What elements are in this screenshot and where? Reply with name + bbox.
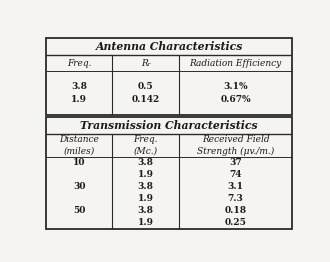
Text: 1.9: 1.9	[138, 194, 154, 203]
Text: Rᵣ: Rᵣ	[141, 58, 151, 68]
Text: 3.8: 3.8	[138, 206, 154, 215]
Text: Transmission Characteristics: Transmission Characteristics	[80, 120, 258, 131]
Text: 74: 74	[229, 170, 242, 179]
Text: Antenna Characteristics: Antenna Characteristics	[95, 41, 243, 52]
Text: 3.8: 3.8	[138, 159, 154, 167]
Text: Distance
(miles): Distance (miles)	[59, 135, 99, 155]
Text: 37: 37	[229, 159, 242, 167]
Text: Freq.: Freq.	[67, 58, 91, 68]
Text: Received Field
Strength (μv./m.): Received Field Strength (μv./m.)	[197, 135, 274, 156]
Text: 7.3: 7.3	[228, 194, 244, 203]
Bar	[46, 38, 292, 114]
Text: 0.25: 0.25	[225, 218, 247, 227]
Text: 10: 10	[73, 159, 85, 167]
Bar	[46, 117, 292, 228]
Text: 1.9: 1.9	[138, 170, 154, 179]
Text: 3.8: 3.8	[138, 182, 154, 191]
Text: 0.5
0.142: 0.5 0.142	[132, 82, 160, 104]
Text: Freq.
(Mc.): Freq. (Mc.)	[133, 135, 158, 155]
Text: 30: 30	[73, 182, 85, 191]
Text: 0.18: 0.18	[225, 206, 247, 215]
Text: 1.9: 1.9	[138, 218, 154, 227]
Text: 3.8
1.9: 3.8 1.9	[71, 82, 87, 104]
Text: 3.1%
0.67%: 3.1% 0.67%	[220, 82, 251, 104]
Text: 50: 50	[73, 206, 85, 215]
Text: Radiation Efficiency: Radiation Efficiency	[189, 58, 282, 68]
Text: 3.1: 3.1	[228, 182, 244, 191]
